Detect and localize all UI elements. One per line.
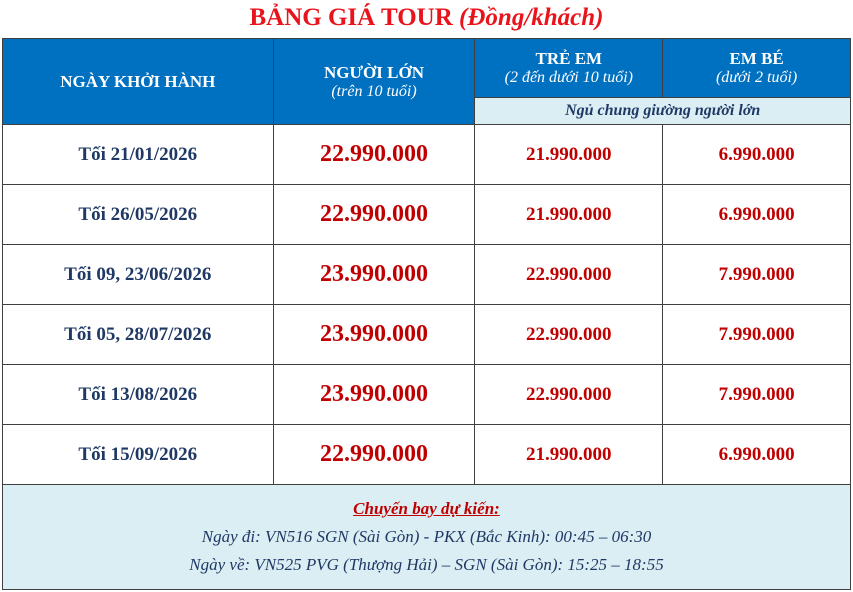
header-adult-sub: (trên 10 tuổi) [331,82,417,100]
cell-date: Tối 15/09/2026 [2,424,274,485]
title-main: BẢNG GIÁ TOUR [249,4,453,31]
cell-adult: 22.990.000 [272,184,476,245]
table-row: Tối 26/05/2026 22.990.000 21.990.000 6.990.… [2,184,851,245]
header-infant-sub: (dưới 2 tuổi) [715,69,798,86]
header-adult: NGƯỜI LỚN (trên 10 tuổi) [272,38,476,125]
cell-infant: 7.990.000 [662,304,851,365]
cell-infant: 6.990.000 [662,124,851,185]
header-shared-bed: Ngủ chung giường người lớn [474,97,851,125]
cell-date: Tối 05, 28/07/2026 [2,304,274,365]
flight-info: Chuyến bay dự kiến: Ngày đi: VN516 SGN (… [2,484,851,590]
page-title: BẢNG GIÁ TOUR (Đồng/khách) [0,4,853,32]
cell-adult: 23.990.000 [272,244,476,305]
cell-child: 21.990.000 [474,184,664,245]
header-infant-label: EM BÉ [729,49,784,68]
cell-child: 21.990.000 [474,124,664,185]
header-infant: EM BÉ (dưới 2 tuổi) [662,38,851,98]
cell-date: Tối 21/01/2026 [2,124,274,185]
flight-return: Ngày về: VN525 PVG (Thượng Hải) – SGN (S… [189,555,664,574]
cell-child: 21.990.000 [474,424,664,485]
table-row: Tối 05, 28/07/2026 23.990.000 22.990.000 7.… [2,304,851,365]
header-child-sub: (2 đến dưới 10 tuổi) [504,69,633,86]
cell-adult: 22.990.000 [272,424,476,485]
cell-child: 22.990.000 [474,364,664,425]
cell-infant: 6.990.000 [662,424,851,485]
flight-outbound: Ngày đi: VN516 SGN (Sài Gòn) - PKX (Bắc … [201,527,652,546]
price-table: NGÀY KHỞI HÀNH NGƯỜI LỚN (trên 10 tuổi) T… [2,38,851,590]
header-adult-label: NGƯỜI LỚN [324,62,424,82]
header-date: NGÀY KHỞI HÀNH [2,38,274,125]
header-child-label: TRẺ EM [535,49,603,68]
title-unit: (Đồng/khách) [459,4,604,31]
flight-title: Chuyến bay dự kiến: [353,499,500,518]
cell-infant: 7.990.000 [662,244,851,305]
cell-adult: 23.990.000 [272,364,476,425]
table-row: Tối 15/09/2026 22.990.000 21.990.000 6.990.… [2,424,851,485]
cell-child: 22.990.000 [474,304,664,365]
table-row: Tối 09, 23/06/2026 23.990.000 22.990.000 7.… [2,244,851,305]
cell-date: Tối 13/08/2026 [2,364,274,425]
cell-date: Tối 09, 23/06/2026 [2,244,274,305]
cell-infant: 7.990.000 [662,364,851,425]
table-row: Tối 13/08/2026 23.990.000 22.990.000 7.990.… [2,364,851,425]
cell-adult: 22.990.000 [272,124,476,185]
cell-adult: 23.990.000 [272,304,476,365]
cell-child: 22.990.000 [474,244,664,305]
header-child: TRẺ EM (2 đến dưới 10 tuổi) [474,38,664,98]
table-row: Tối 21/01/2026 22.990.000 21.990.000 6.990.… [2,124,851,185]
cell-infant: 6.990.000 [662,184,851,245]
cell-date: Tối 26/05/2026 [2,184,274,245]
